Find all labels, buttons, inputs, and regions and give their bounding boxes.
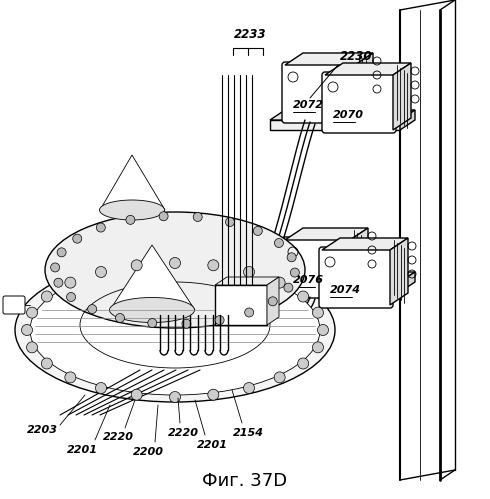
Circle shape bbox=[88, 304, 97, 313]
Circle shape bbox=[193, 213, 202, 222]
Circle shape bbox=[97, 223, 105, 232]
Circle shape bbox=[41, 291, 52, 302]
Circle shape bbox=[126, 216, 135, 225]
Text: 2200: 2200 bbox=[132, 447, 164, 457]
Circle shape bbox=[274, 372, 285, 383]
Text: 2201: 2201 bbox=[67, 445, 98, 455]
Polygon shape bbox=[325, 63, 411, 75]
Circle shape bbox=[170, 392, 180, 403]
Bar bbox=[215, 285, 267, 325]
Text: 2233: 2233 bbox=[234, 28, 266, 41]
FancyBboxPatch shape bbox=[322, 72, 396, 133]
Circle shape bbox=[245, 308, 254, 317]
Circle shape bbox=[67, 292, 75, 301]
Text: 2074: 2074 bbox=[330, 285, 361, 295]
Circle shape bbox=[131, 389, 142, 400]
Circle shape bbox=[297, 291, 309, 302]
Circle shape bbox=[253, 227, 262, 236]
Text: 2070: 2070 bbox=[333, 110, 364, 120]
Circle shape bbox=[182, 319, 191, 328]
Ellipse shape bbox=[99, 200, 165, 220]
Polygon shape bbox=[100, 155, 165, 210]
Circle shape bbox=[268, 297, 277, 306]
FancyBboxPatch shape bbox=[282, 62, 358, 123]
Polygon shape bbox=[267, 277, 279, 325]
Circle shape bbox=[65, 372, 76, 383]
Circle shape bbox=[274, 277, 285, 288]
Polygon shape bbox=[400, 110, 415, 130]
Circle shape bbox=[131, 260, 142, 271]
Text: 2154: 2154 bbox=[232, 428, 264, 438]
Text: Фиг. 37D: Фиг. 37D bbox=[202, 472, 288, 490]
Polygon shape bbox=[322, 238, 408, 250]
Circle shape bbox=[159, 212, 168, 221]
FancyBboxPatch shape bbox=[282, 237, 353, 298]
Circle shape bbox=[284, 283, 293, 292]
Circle shape bbox=[287, 253, 296, 262]
Polygon shape bbox=[270, 110, 415, 120]
Text: 2230: 2230 bbox=[340, 50, 372, 63]
Circle shape bbox=[116, 313, 124, 322]
Polygon shape bbox=[350, 228, 368, 295]
Circle shape bbox=[26, 342, 38, 353]
Polygon shape bbox=[215, 277, 279, 285]
Ellipse shape bbox=[15, 258, 335, 402]
Circle shape bbox=[208, 389, 219, 400]
FancyBboxPatch shape bbox=[319, 247, 393, 308]
Circle shape bbox=[22, 324, 32, 335]
Text: 2220: 2220 bbox=[168, 428, 198, 438]
Circle shape bbox=[318, 324, 328, 335]
Ellipse shape bbox=[109, 297, 195, 322]
Circle shape bbox=[244, 266, 254, 277]
Circle shape bbox=[313, 342, 323, 353]
Text: 2203: 2203 bbox=[26, 425, 57, 435]
Circle shape bbox=[215, 316, 224, 325]
Circle shape bbox=[65, 277, 76, 288]
Polygon shape bbox=[110, 245, 195, 310]
Circle shape bbox=[225, 218, 235, 227]
Polygon shape bbox=[393, 63, 411, 130]
Text: 2076: 2076 bbox=[293, 275, 324, 285]
Circle shape bbox=[96, 383, 106, 394]
Circle shape bbox=[50, 263, 60, 272]
Circle shape bbox=[297, 358, 309, 369]
Text: 2072: 2072 bbox=[293, 100, 324, 110]
Circle shape bbox=[148, 318, 157, 327]
Circle shape bbox=[208, 260, 219, 271]
Text: 2220: 2220 bbox=[102, 432, 133, 442]
Circle shape bbox=[73, 234, 82, 243]
Circle shape bbox=[96, 266, 106, 277]
Polygon shape bbox=[355, 53, 373, 120]
Bar bbox=[270, 120, 400, 130]
Circle shape bbox=[244, 383, 254, 394]
Circle shape bbox=[54, 278, 63, 287]
Circle shape bbox=[57, 248, 66, 257]
Polygon shape bbox=[270, 272, 415, 282]
Circle shape bbox=[291, 268, 299, 277]
Ellipse shape bbox=[45, 212, 305, 328]
Polygon shape bbox=[285, 53, 373, 65]
Circle shape bbox=[26, 307, 38, 318]
Ellipse shape bbox=[30, 265, 320, 395]
Polygon shape bbox=[400, 272, 415, 292]
Polygon shape bbox=[285, 228, 368, 240]
Circle shape bbox=[274, 239, 283, 248]
Circle shape bbox=[170, 257, 180, 268]
Polygon shape bbox=[390, 238, 408, 305]
Text: 2201: 2201 bbox=[196, 440, 227, 450]
Circle shape bbox=[313, 307, 323, 318]
FancyBboxPatch shape bbox=[3, 296, 25, 314]
Circle shape bbox=[41, 358, 52, 369]
Bar bbox=[270, 282, 400, 292]
